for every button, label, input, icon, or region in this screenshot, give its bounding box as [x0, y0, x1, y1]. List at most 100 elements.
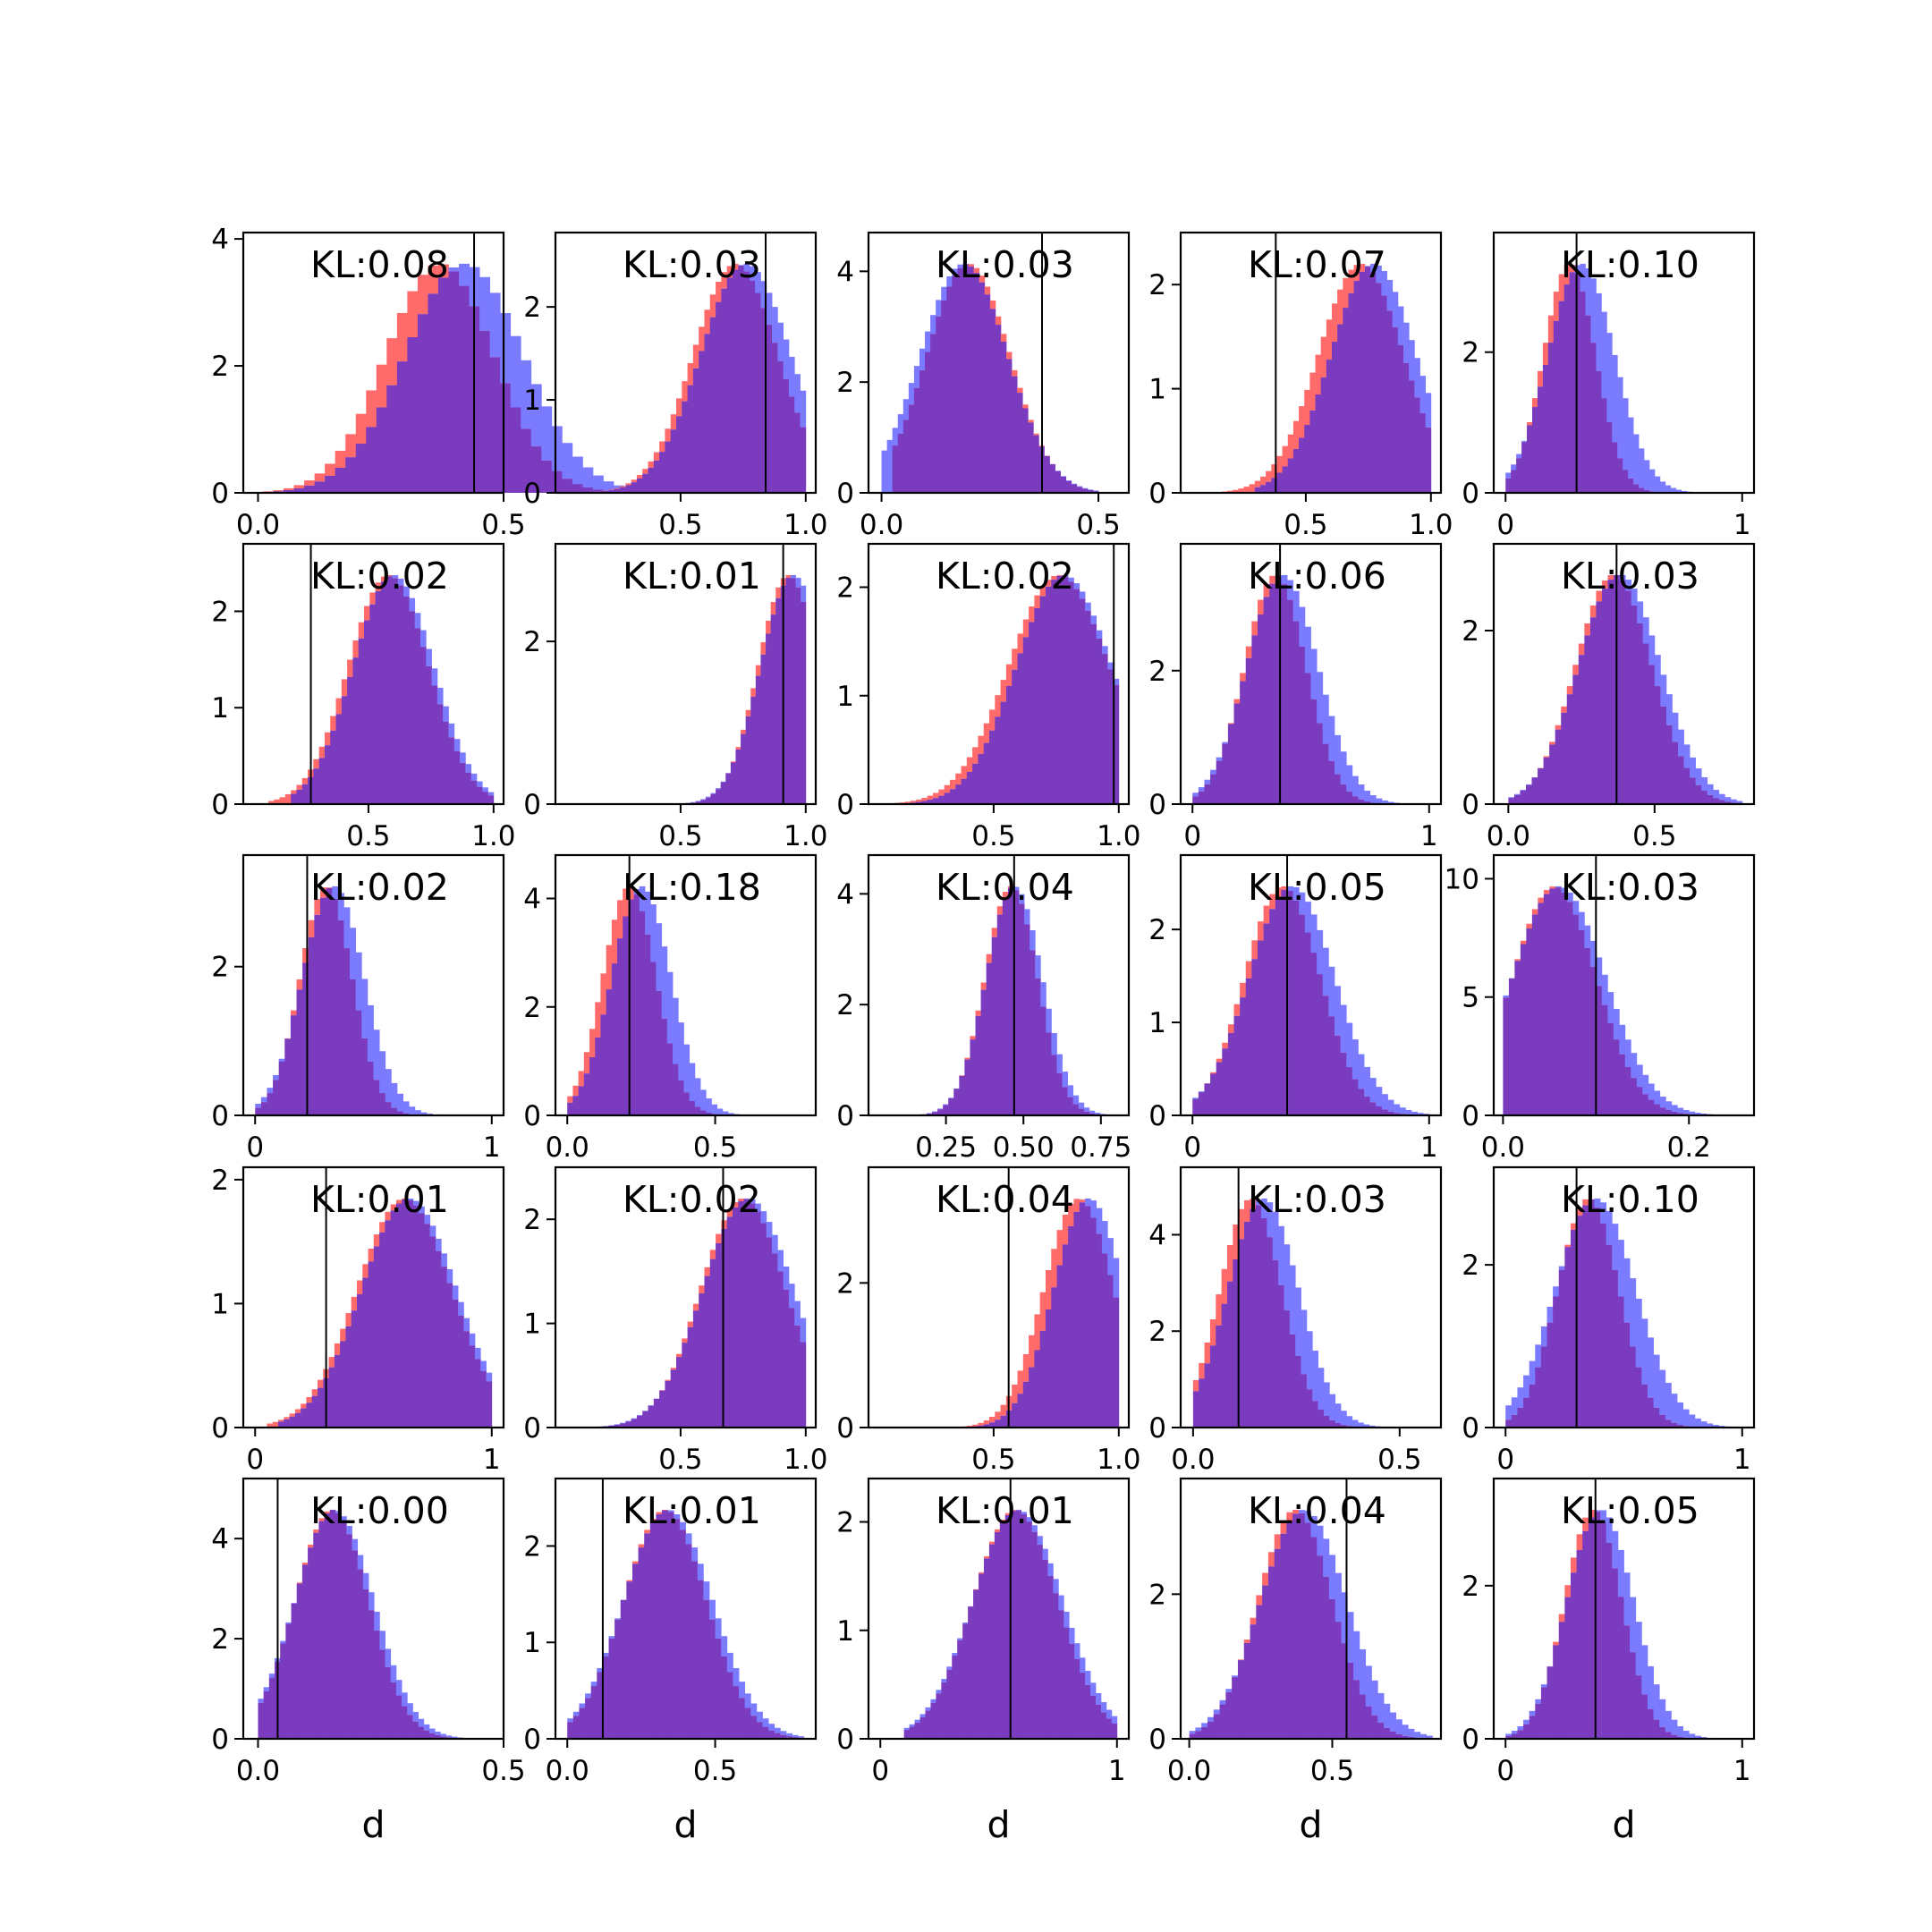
histogram-bar-overlap	[1381, 1109, 1388, 1115]
histogram-bar-overlap	[1275, 897, 1282, 1115]
histogram-bar-overlap	[1409, 380, 1415, 493]
histogram-bar	[1392, 292, 1399, 327]
histogram-bar	[1056, 1230, 1063, 1266]
histogram-bar	[726, 1652, 733, 1673]
histogram-bar-overlap	[469, 1345, 476, 1428]
histogram-bar	[1606, 333, 1613, 422]
histogram-bar	[1387, 801, 1394, 804]
histogram-bar	[1317, 672, 1324, 724]
histogram-bar	[1245, 646, 1252, 658]
histogram-bar-overlap	[648, 1405, 655, 1428]
histogram-bar-overlap	[1376, 1106, 1383, 1115]
x-tick-label: 0	[1183, 820, 1201, 852]
histogram-bar	[572, 1711, 580, 1716]
histogram-bar	[328, 1357, 335, 1368]
histogram-bar	[1368, 1425, 1376, 1428]
kl-annotation: KL:0.00	[310, 1489, 449, 1532]
histogram-bar-overlap	[367, 1061, 374, 1115]
histogram-bar	[783, 339, 790, 379]
histogram-bar	[1576, 1534, 1583, 1550]
histogram-bar-overlap	[656, 1513, 663, 1739]
histogram-bar	[1671, 1394, 1678, 1423]
histogram-bar	[1563, 265, 1571, 285]
histogram-bar	[1594, 1510, 1601, 1513]
histogram-bar-overlap	[1352, 1079, 1359, 1115]
y-tick-label: 2	[1462, 615, 1479, 648]
histogram-bar-overlap	[1671, 1422, 1678, 1428]
histogram-bar	[1660, 674, 1667, 707]
histogram-bar	[989, 1416, 996, 1423]
histogram-bar	[938, 789, 945, 796]
histogram-bar	[334, 1343, 341, 1355]
histogram-bar-overlap	[1199, 1378, 1205, 1428]
histogram-bar-overlap	[334, 1354, 341, 1428]
histogram-bar-overlap	[592, 489, 604, 493]
x-axis-label: d	[674, 1803, 697, 1846]
histogram-bar-overlap	[1207, 1721, 1215, 1739]
histogram-bar-overlap	[409, 611, 416, 804]
histogram-bar	[335, 698, 343, 715]
histogram-bar	[972, 747, 979, 764]
histogram-bar-overlap	[510, 407, 521, 493]
histogram-bar-overlap	[720, 782, 726, 804]
histogram-bar	[357, 1555, 364, 1570]
histogram-bar	[1034, 1314, 1041, 1351]
histogram-bar-overlap	[319, 897, 326, 1115]
histogram-bar-overlap	[1505, 478, 1512, 493]
histogram-bar	[1682, 1409, 1690, 1427]
histogram-bar-overlap	[1272, 1259, 1279, 1428]
histogram-bar-overlap	[744, 1707, 751, 1739]
histogram-bar	[1582, 1517, 1589, 1531]
histogram-bar-overlap	[1594, 1208, 1601, 1428]
histogram-bar-overlap	[1068, 581, 1074, 804]
histogram-bar	[480, 1360, 487, 1371]
histogram-bar-overlap	[1631, 605, 1638, 804]
histogram-bar	[452, 1285, 459, 1300]
histogram-bar-overlap	[770, 614, 776, 804]
histogram-bar-overlap	[1063, 1627, 1070, 1739]
histogram-bar-overlap	[1617, 1597, 1624, 1739]
histogram-bar-overlap	[562, 479, 573, 493]
histogram-bar	[1002, 892, 1009, 898]
histogram-bar	[642, 469, 648, 474]
histogram-bar	[676, 398, 682, 417]
histogram-bar-overlap	[1210, 1073, 1217, 1115]
histogram-bar	[1414, 358, 1420, 398]
histogram-bar	[1257, 921, 1264, 941]
histogram-bar-overlap	[914, 1722, 920, 1739]
histogram-bar-overlap	[1511, 470, 1517, 493]
histogram-bar	[1707, 784, 1714, 795]
histogram-bar	[1346, 1416, 1353, 1427]
histogram-bar-overlap	[341, 1521, 347, 1739]
histogram-bar-overlap	[1594, 1512, 1601, 1739]
histogram-bar	[1063, 1611, 1070, 1628]
histogram-bar	[258, 1699, 265, 1703]
y-tick-label: 4	[523, 884, 541, 916]
histogram-bar-overlap	[716, 789, 722, 804]
histogram-bar-overlap	[716, 301, 722, 493]
histogram-bar	[750, 688, 757, 697]
histogram-bar-overlap	[314, 914, 321, 1115]
axes-frame	[554, 853, 818, 1117]
histogram-bar	[314, 898, 321, 915]
histogram-bar-overlap	[978, 753, 985, 804]
histogram-bar-overlap	[1065, 480, 1072, 493]
histogram-bar	[617, 900, 623, 939]
histogram-bar	[301, 777, 309, 784]
histogram-bar-overlap	[278, 1421, 284, 1428]
histogram-bar	[1335, 1403, 1342, 1424]
histogram-bar	[469, 1333, 476, 1346]
histogram-bar-overlap	[1210, 774, 1217, 804]
histogram-bar-overlap	[1012, 1402, 1018, 1428]
histogram-bar-overlap	[614, 1424, 621, 1428]
histogram-bar	[435, 1731, 441, 1735]
histogram-bar-overlap	[324, 745, 331, 804]
histogram-bar-overlap	[379, 1232, 386, 1428]
histogram-bar-overlap	[678, 1080, 684, 1115]
histogram-bar-overlap	[1718, 800, 1725, 804]
histogram-bar-overlap	[1284, 1310, 1291, 1428]
histogram-bar	[919, 348, 926, 370]
histogram-bar	[978, 1422, 985, 1426]
histogram-bar-overlap	[1238, 1239, 1245, 1428]
y-tick-label: 2	[1148, 1316, 1166, 1348]
